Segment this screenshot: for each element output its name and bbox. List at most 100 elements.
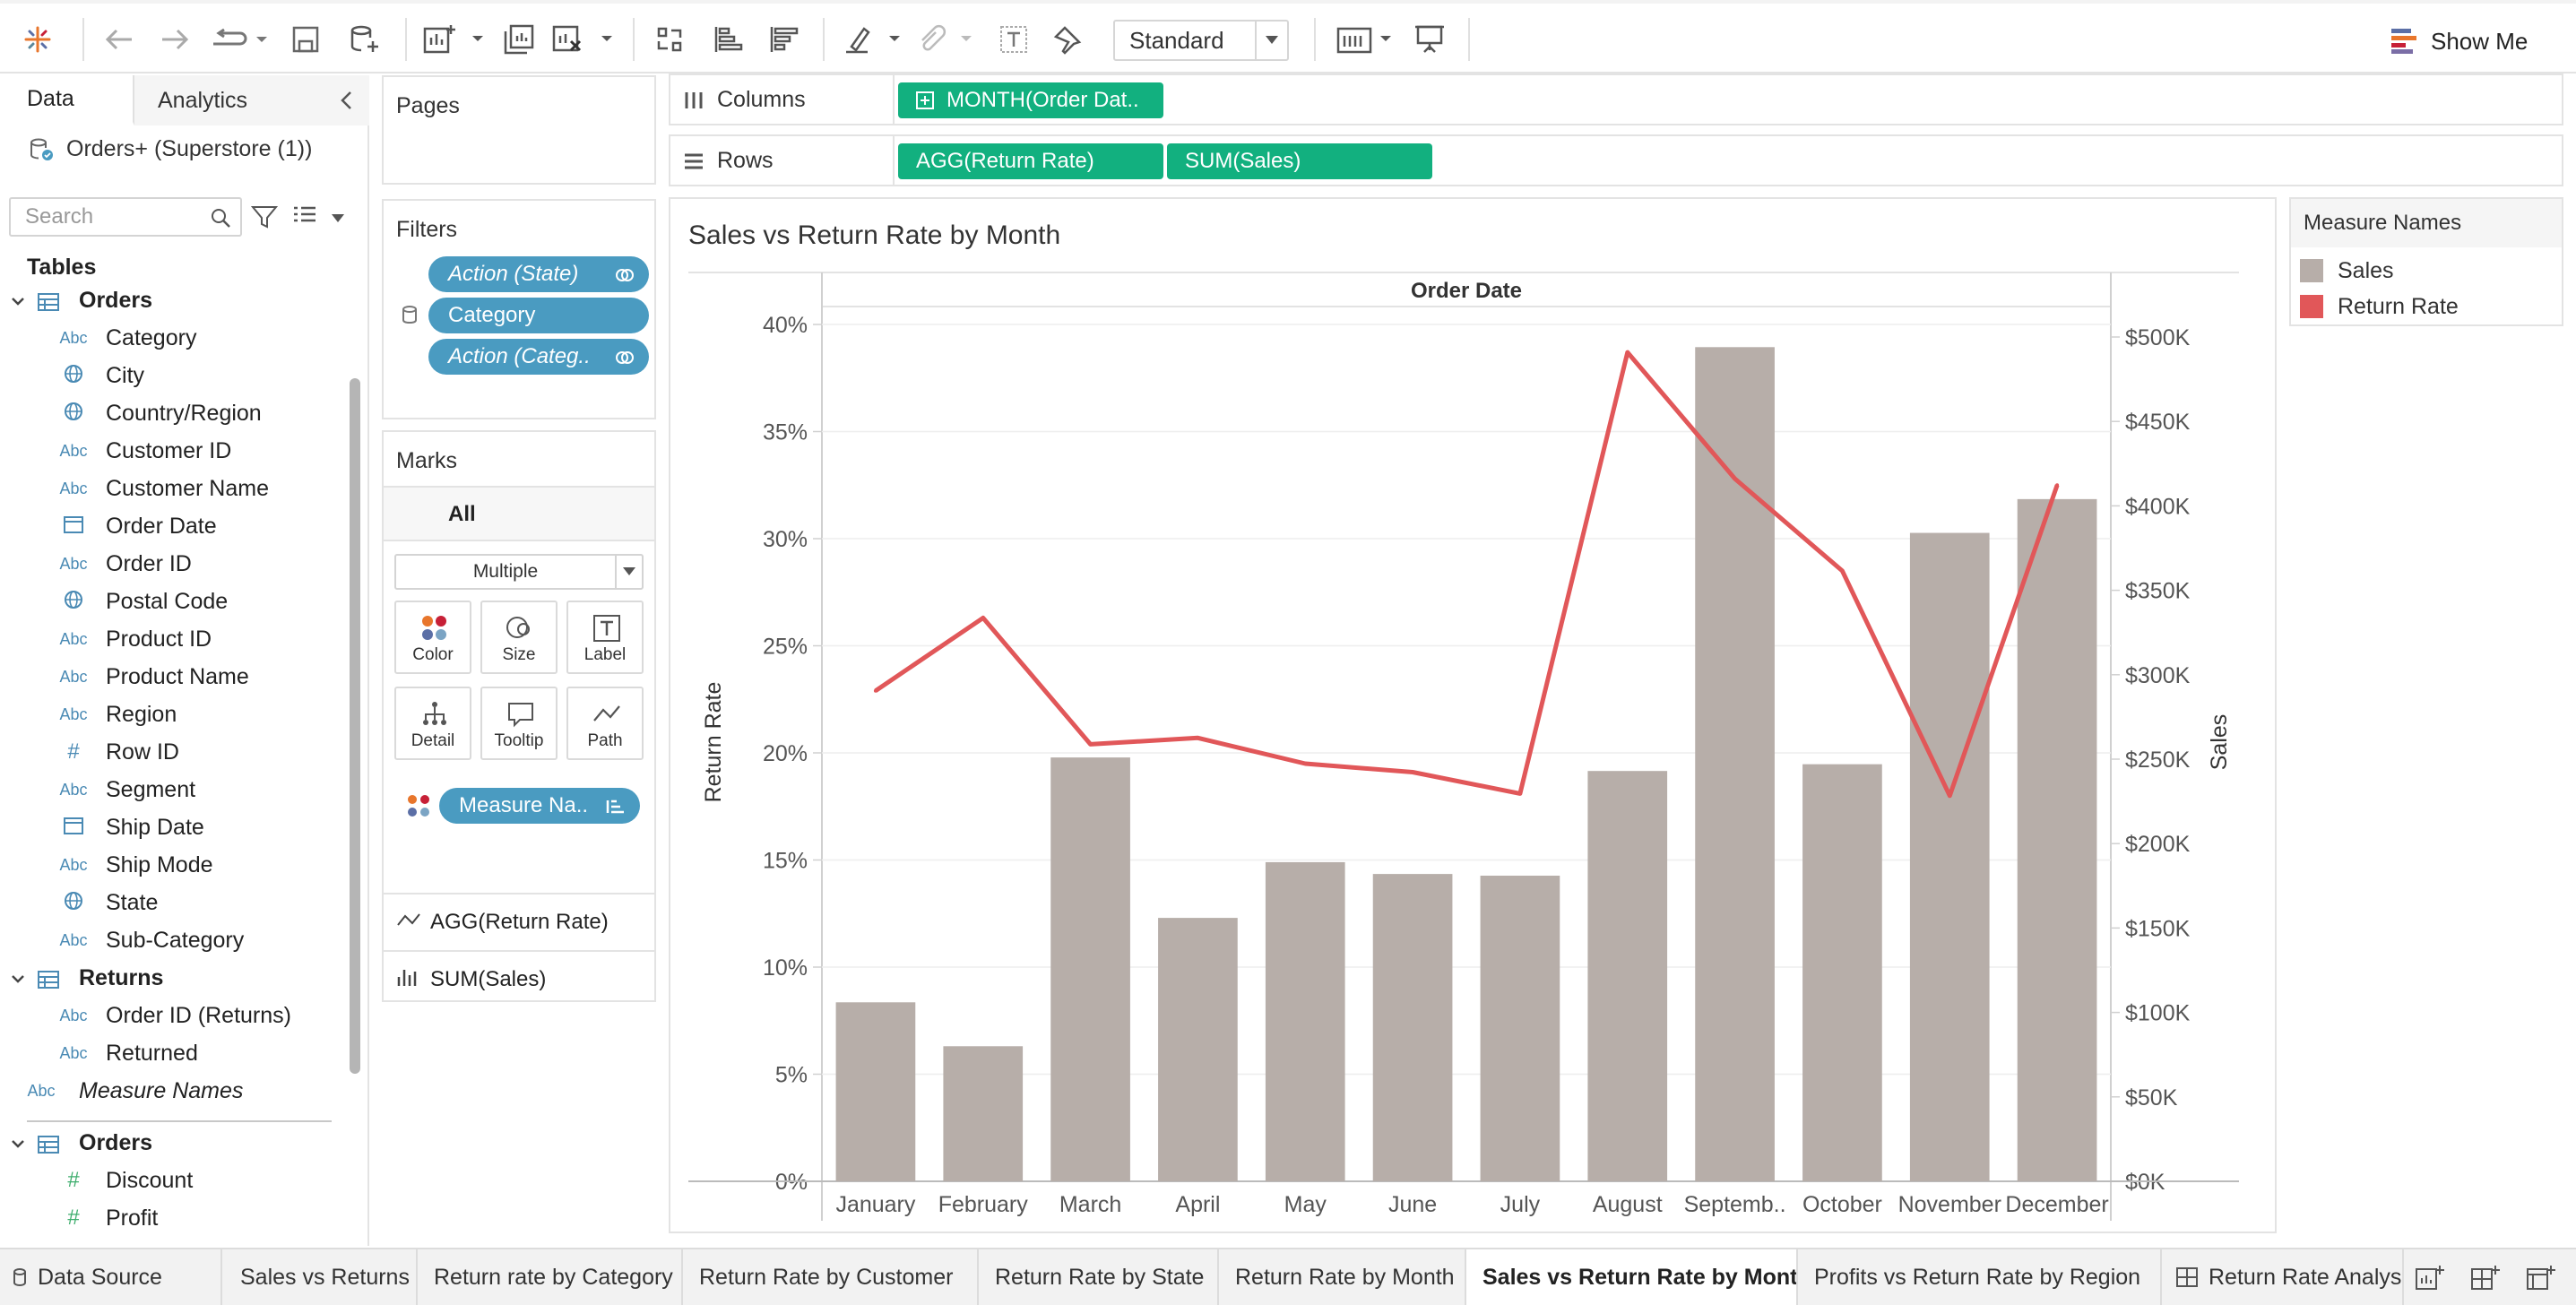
y-right-axis-title: Sales: [2207, 714, 2232, 771]
color-icon: [422, 616, 446, 640]
field-name: Product ID: [106, 626, 212, 652]
undo-icon[interactable]: [99, 16, 140, 63]
table-name: Returns: [79, 964, 164, 990]
tab-sheet[interactable]: Return Rate by State: [979, 1249, 1219, 1305]
datasource-item[interactable]: Orders+ (Superstore (1)): [29, 136, 312, 162]
tableau-logo-icon[interactable]: [20, 16, 56, 63]
tab-sheet-active[interactable]: Sales vs Return Rate by Month: [1466, 1249, 1798, 1305]
measure-names-pill[interactable]: Measure Na..: [439, 788, 640, 824]
size-button[interactable]: Size: [480, 601, 558, 674]
label-icon: [593, 615, 620, 642]
tab-sheet[interactable]: Return Rate by Customer: [683, 1249, 979, 1305]
show-me-label: Show Me: [2431, 27, 2528, 55]
y-right-tick-label: $200K: [2125, 832, 2191, 857]
new-dashboard-icon[interactable]: [2470, 1264, 2501, 1297]
tab-label: Profits vs Return Rate by Region: [1814, 1264, 2141, 1290]
string-type-icon: Abc: [59, 479, 88, 497]
table-orders-measures[interactable]: Orders: [0, 1124, 354, 1162]
duplicate-sheet-icon[interactable]: [498, 16, 540, 63]
bar-chart-icon: [397, 970, 417, 986]
chart[interactable]: Order Date0%5%10%15%20%25%30%35%40%$0K$5…: [670, 199, 2275, 1232]
point-return-rate: [1948, 793, 1952, 798]
tab-data-source[interactable]: Data Source: [0, 1249, 222, 1305]
viz-title: Sales vs Return Rate by Month: [688, 220, 1061, 250]
chevron-down-icon[interactable]: [332, 212, 344, 228]
swap-rows-columns-icon[interactable]: [649, 16, 690, 63]
view-list-icon[interactable]: [292, 204, 317, 232]
color-button[interactable]: Color: [394, 601, 471, 674]
rows-pill-return-rate[interactable]: AGG(Return Rate): [898, 143, 1163, 179]
tab-sheet[interactable]: Return rate by Category: [418, 1249, 683, 1305]
pages-card[interactable]: Pages: [382, 75, 656, 185]
string-type-icon: Abc: [59, 629, 88, 648]
legend-item-return-rate[interactable]: Return Rate: [2300, 290, 2459, 323]
table-orders[interactable]: Orders: [0, 281, 354, 319]
clear-sheet-icon[interactable]: [550, 16, 615, 63]
show-me-button[interactable]: Show Me: [2391, 23, 2528, 59]
highlight-icon[interactable]: [841, 16, 903, 63]
redo-icon[interactable]: [154, 16, 195, 63]
mark-type-select[interactable]: Multiple: [394, 554, 644, 590]
tab-analytics-label: Analytics: [158, 87, 248, 113]
toolbar-separator: [82, 18, 84, 61]
bar-sales: [1050, 757, 1130, 1181]
tab-dashboard[interactable]: Return Rate Analysis: [2162, 1249, 2404, 1305]
show-me-icon: [2391, 29, 2416, 54]
filter-icon[interactable]: [250, 204, 279, 234]
show-cards-icon[interactable]: [1334, 16, 1396, 63]
data-pane-scrollbar[interactable]: [350, 378, 360, 1074]
new-datasource-icon[interactable]: [344, 16, 385, 63]
marks-all-header[interactable]: All: [384, 486, 654, 541]
filter-pill-action-category[interactable]: Action (Categ..: [428, 339, 649, 375]
y-right-tick-label: $500K: [2125, 325, 2191, 350]
new-worksheet-icon[interactable]: [421, 16, 486, 63]
marks-row-sales[interactable]: SUM(Sales): [384, 950, 654, 1007]
save-icon[interactable]: [285, 16, 326, 63]
presentation-mode-icon[interactable]: [1409, 16, 1450, 63]
field-name: Customer ID: [106, 437, 232, 463]
filters-card: Filters Action (State) Category Action (…: [382, 199, 656, 419]
tab-sheet[interactable]: Return Rate by Month: [1219, 1249, 1466, 1305]
table-name: Orders: [79, 287, 152, 313]
data-pane-tabs: Analytics Data: [0, 75, 369, 125]
string-type-icon: Abc: [59, 930, 88, 949]
new-story-icon[interactable]: [2526, 1264, 2556, 1297]
replay-animation-icon[interactable]: [208, 16, 271, 63]
collapse-pane-icon[interactable]: [337, 90, 357, 116]
y-right-tick-label: $50K: [2125, 1085, 2178, 1111]
rows-shelf-label: Rows: [670, 136, 895, 185]
viz-area[interactable]: Sales vs Return Rate by Month Order Date…: [669, 197, 2277, 1233]
line-chart-icon: [397, 913, 420, 926]
y-left-tick-label: 30%: [763, 527, 808, 552]
rows-pill-sales[interactable]: SUM(Sales): [1167, 143, 1432, 179]
field-name: Region: [106, 701, 177, 727]
tab-sheet[interactable]: Sales vs Returns: [224, 1249, 418, 1305]
columns-pill-month[interactable]: MONTH(Order Dat..: [898, 82, 1163, 118]
legend-item-sales[interactable]: Sales: [2300, 255, 2394, 287]
rows-shelf[interactable]: Rows AGG(Return Rate) SUM(Sales): [669, 134, 2563, 186]
path-button[interactable]: Path: [566, 687, 644, 760]
tab-sheet[interactable]: Profits vs Return Rate by Region: [1798, 1249, 2162, 1305]
table-returns[interactable]: Returns: [0, 959, 354, 997]
fix-axes-icon[interactable]: [1047, 16, 1088, 63]
show-mark-labels-icon[interactable]: [993, 16, 1034, 63]
x-tick-label: August: [1593, 1192, 1663, 1217]
calendar-icon: [59, 515, 88, 538]
tooltip-button[interactable]: Tooltip: [480, 687, 558, 760]
new-worksheet-icon[interactable]: [2415, 1264, 2445, 1297]
x-tick-label: May: [1284, 1192, 1327, 1217]
detail-button[interactable]: Detail: [394, 687, 471, 760]
search-input[interactable]: Search: [9, 197, 242, 237]
sort-descending-icon[interactable]: [764, 16, 805, 63]
group-members-icon[interactable]: [912, 16, 975, 63]
filter-pill-category[interactable]: Category: [428, 298, 649, 333]
label-button[interactable]: Label: [566, 601, 644, 674]
marks-row-return-rate[interactable]: AGG(Return Rate): [384, 893, 654, 950]
tab-data[interactable]: Data: [0, 75, 134, 125]
filter-pill-action-state[interactable]: Action (State): [428, 256, 649, 292]
sort-ascending-icon[interactable]: [708, 16, 749, 63]
fit-mode-select[interactable]: Standard: [1113, 20, 1289, 61]
toolbar: Standard Show Me: [0, 4, 2576, 73]
tab-analytics[interactable]: Analytics: [134, 75, 369, 125]
columns-shelf[interactable]: Columns MONTH(Order Dat..: [669, 73, 2563, 125]
